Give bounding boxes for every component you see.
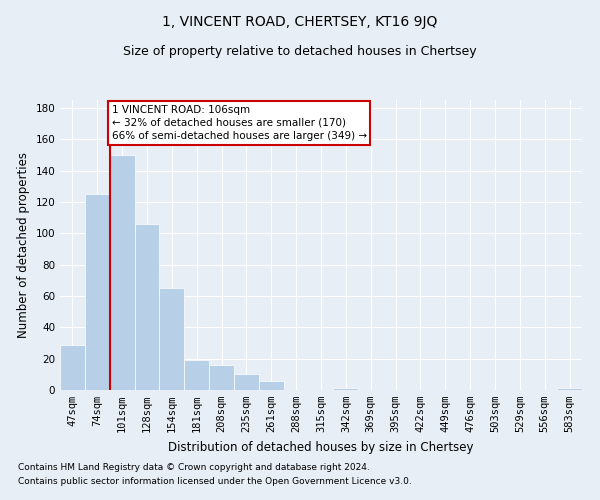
Bar (184, 360, 209, 390)
Bar (259, 380, 284, 390)
Bar (209, 365, 234, 390)
Text: 1 VINCENT ROAD: 106sqm
← 32% of detached houses are smaller (170)
66% of semi-de: 1 VINCENT ROAD: 106sqm ← 32% of detached… (112, 104, 367, 141)
Text: 1, VINCENT ROAD, CHERTSEY, KT16 9JQ: 1, VINCENT ROAD, CHERTSEY, KT16 9JQ (163, 15, 437, 29)
Bar (110, 155, 134, 390)
Bar (60, 344, 85, 390)
Bar (557, 388, 582, 390)
Bar (334, 388, 358, 390)
Y-axis label: Number of detached properties: Number of detached properties (17, 152, 30, 338)
Text: Contains HM Land Registry data © Crown copyright and database right 2024.: Contains HM Land Registry data © Crown c… (18, 464, 370, 472)
Bar (134, 224, 160, 390)
Text: Size of property relative to detached houses in Chertsey: Size of property relative to detached ho… (123, 45, 477, 58)
Bar (85, 194, 110, 390)
X-axis label: Distribution of detached houses by size in Chertsey: Distribution of detached houses by size … (168, 440, 474, 454)
Bar (160, 288, 184, 390)
Text: Contains public sector information licensed under the Open Government Licence v3: Contains public sector information licen… (18, 477, 412, 486)
Bar (234, 374, 259, 390)
